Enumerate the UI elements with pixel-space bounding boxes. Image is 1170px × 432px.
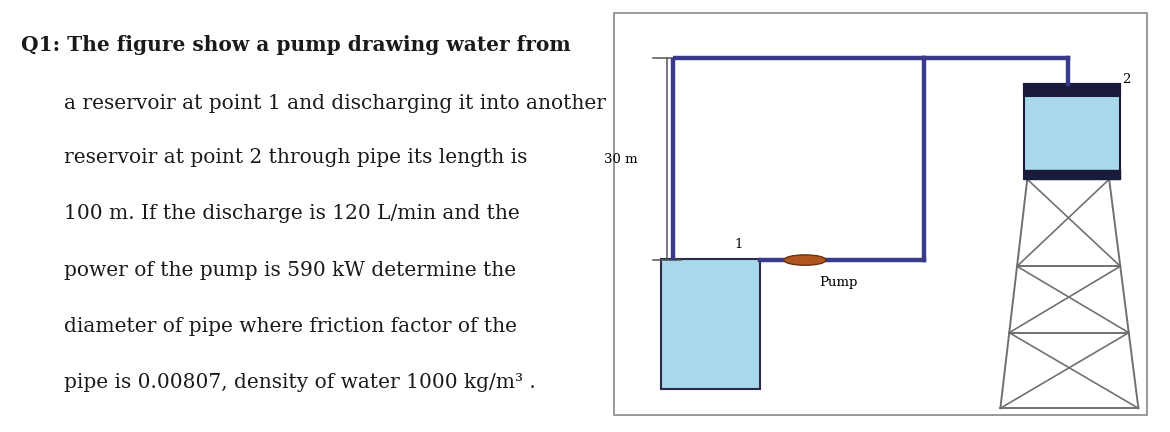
Text: reservoir at point 2 through pipe its length is: reservoir at point 2 through pipe its le… — [64, 148, 528, 167]
Text: a reservoir at point 1 and discharging it into another: a reservoir at point 1 and discharging i… — [64, 94, 606, 113]
Text: diameter of pipe where friction factor of the: diameter of pipe where friction factor o… — [64, 317, 517, 336]
Text: 30 m: 30 m — [604, 153, 638, 166]
Bar — [1024, 84, 1120, 179]
Text: 100 m. If the discharge is 120 L/min and the: 100 m. If the discharge is 120 L/min and… — [64, 204, 521, 223]
Bar — [1024, 170, 1120, 179]
Text: pipe is 0.00807, density of water 1000 kg/m³ .: pipe is 0.00807, density of water 1000 k… — [64, 373, 536, 392]
Bar — [614, 13, 1147, 415]
Text: 1: 1 — [735, 238, 743, 251]
Text: Pump: Pump — [819, 276, 858, 289]
Bar — [1024, 84, 1120, 96]
Text: power of the pump is 590 kW determine the: power of the pump is 590 kW determine th… — [64, 260, 516, 280]
Text: 2: 2 — [1122, 73, 1130, 86]
Ellipse shape — [784, 255, 826, 265]
Text: Q1: The figure show a pump drawing water from: Q1: The figure show a pump drawing water… — [21, 35, 571, 55]
Bar — [661, 259, 760, 389]
